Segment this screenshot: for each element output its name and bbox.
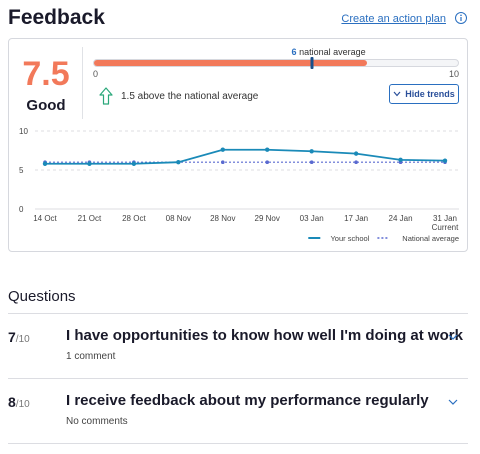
data-point <box>265 147 270 152</box>
national-average-label: 6 national average <box>292 47 366 57</box>
data-point <box>309 149 314 154</box>
divider <box>8 313 468 314</box>
page-title: Feedback <box>8 6 105 29</box>
hide-trends-label: Hide trends <box>405 89 455 99</box>
score-value: 7.5 <box>22 55 70 93</box>
y-tick-label: 5 <box>19 166 24 175</box>
question-comments: No comments <box>66 416 128 427</box>
question-row[interactable]: 7/10 I have opportunities to know how we… <box>8 327 468 391</box>
chevron-down-icon[interactable] <box>448 398 458 406</box>
x-tick-label: 24 Jan <box>389 214 413 223</box>
create-action-plan-link[interactable]: Create an action plan <box>341 13 446 25</box>
score-bar-area: 6 national average 0 10 <box>93 47 459 81</box>
divider <box>8 378 468 379</box>
feedback-score-card: 7.5 Good 6 national average 0 10 1.5 abo… <box>8 38 468 252</box>
chevron-down-icon[interactable] <box>448 333 458 341</box>
x-tick-label: 08 Nov <box>166 214 191 223</box>
national-average-marker <box>310 57 314 69</box>
x-tick-label: 03 Jan <box>300 214 324 223</box>
trend-chart: 0 5 10 14 Oct 21 Oct 28 Oct 08 Nov 28 Nov 29 Nov… <box>19 127 459 243</box>
data-point <box>398 157 403 163</box>
x-tick-label: 28 Oct <box>122 214 146 223</box>
data-point <box>131 161 137 166</box>
header: Feedback Create an action plan <box>8 4 472 32</box>
question-score: 8/10 <box>8 394 30 410</box>
trend-text: 1.5 above the national average <box>121 91 259 102</box>
x-tick-label: 21 Oct <box>78 214 102 223</box>
data-point <box>354 160 358 164</box>
data-point <box>265 160 270 164</box>
question-text: I have opportunities to know how well I'… <box>66 327 463 344</box>
series-line <box>45 148 446 165</box>
national-average-text: national average <box>299 47 366 57</box>
x-tick-label: 29 Nov <box>255 214 280 223</box>
y-tick-label: 0 <box>19 205 24 214</box>
x-tick-label: 14 Oct <box>33 214 57 223</box>
national-average-value: 6 <box>291 47 297 57</box>
hide-trends-button[interactable]: Hide trends <box>389 84 459 104</box>
bar-min-label: 0 <box>93 69 99 79</box>
x-tick-note: Current <box>432 223 459 232</box>
data-point <box>442 158 448 163</box>
x-tick-label: 28 Nov <box>210 214 235 223</box>
data-point <box>220 160 225 164</box>
score-bar-fill <box>94 60 367 66</box>
questions-title: Questions <box>8 288 76 305</box>
arrow-up-icon <box>99 87 113 105</box>
score-label: Good <box>26 97 66 114</box>
question-score: 7/10 <box>8 329 30 345</box>
question-row[interactable]: 8/10 I receive feedback about my perform… <box>8 392 468 454</box>
data-point <box>87 161 92 166</box>
score-box: 7.5 Good <box>9 47 83 119</box>
legend-label: Your school <box>330 234 369 243</box>
bar-max-label: 10 <box>448 69 459 79</box>
y-tick-label: 10 <box>19 127 28 136</box>
question-comments: 1 comment <box>66 351 116 362</box>
info-icon[interactable] <box>454 11 468 25</box>
x-tick-label: 31 Jan <box>433 214 457 223</box>
data-point <box>176 160 181 165</box>
legend-label: National average <box>402 234 459 243</box>
data-point <box>220 147 225 152</box>
data-point <box>353 151 359 156</box>
data-point <box>42 161 48 166</box>
chevron-down-icon <box>393 91 401 97</box>
question-text: I receive feedback about my performance … <box>66 392 429 409</box>
divider <box>8 443 468 444</box>
data-point <box>309 160 314 164</box>
x-tick-label: 17 Jan <box>344 214 368 223</box>
score-bar-track <box>93 57 459 69</box>
